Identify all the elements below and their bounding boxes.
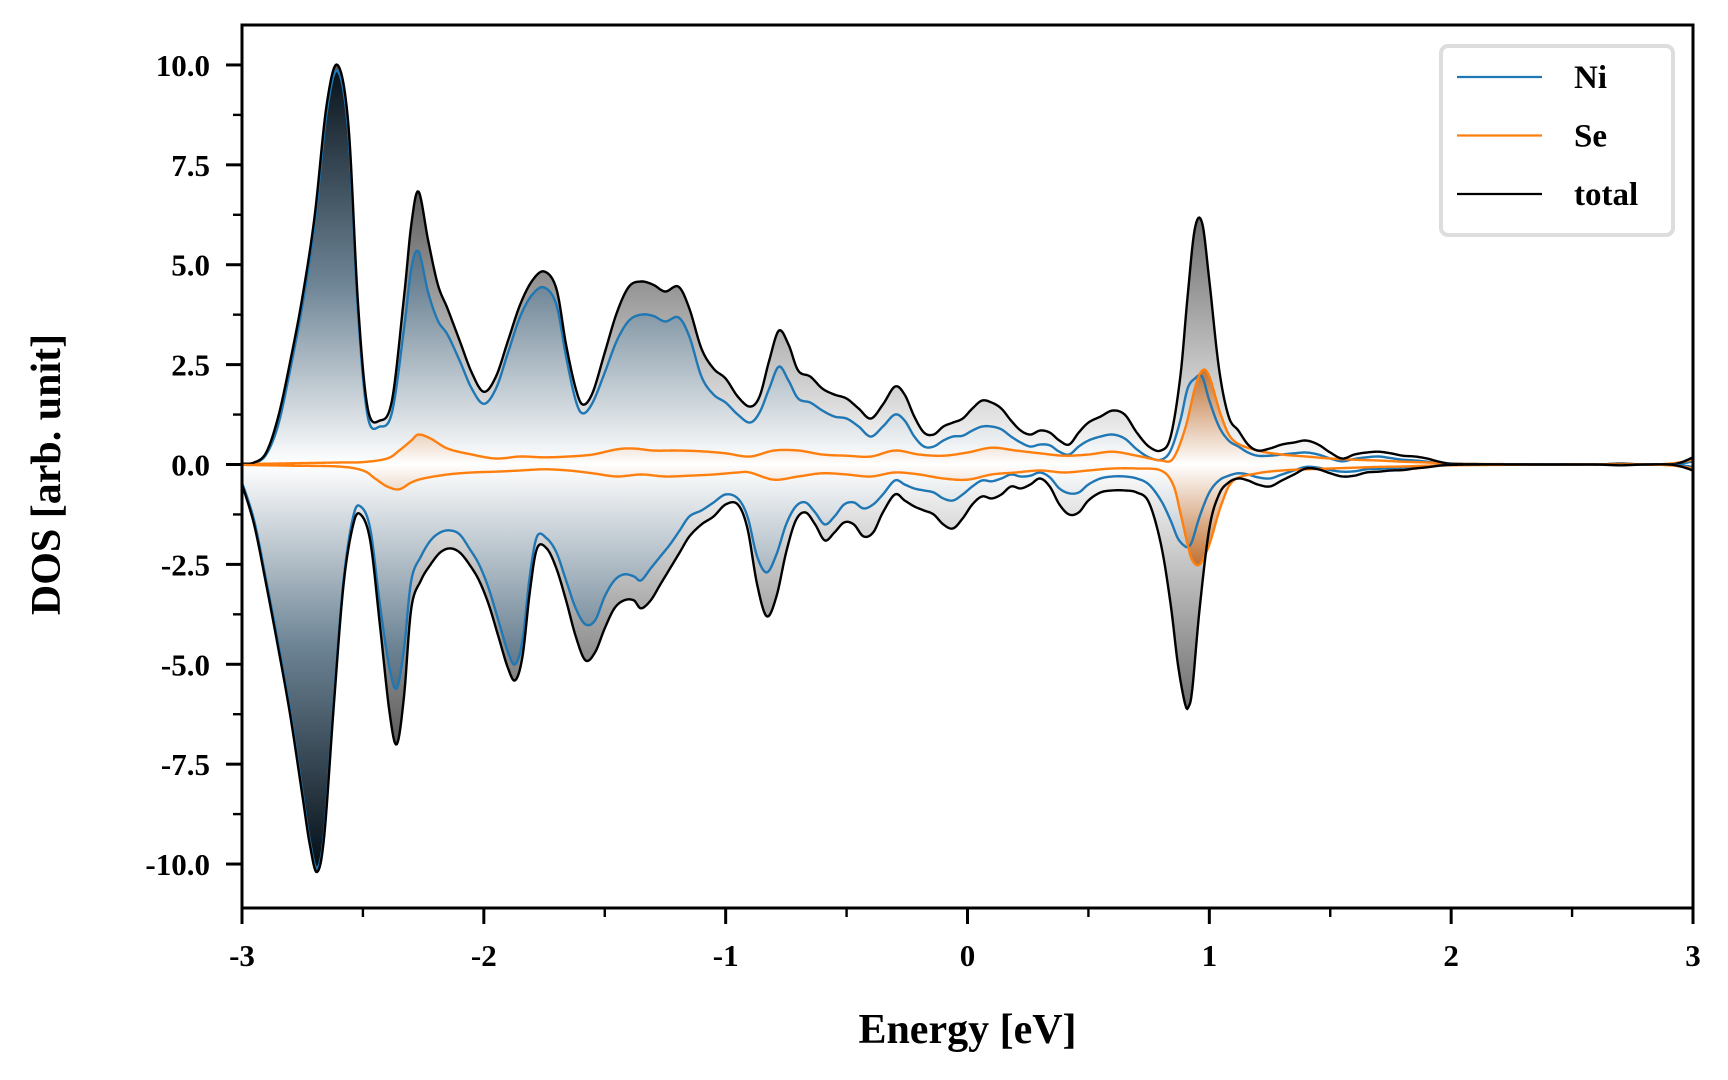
x-tick-label: -2 [471, 938, 497, 973]
y-tick-label: -10.0 [145, 847, 210, 882]
total-line-up [242, 63, 1693, 466]
legend: Ni Se total [1439, 44, 1675, 237]
x-tick-label: -1 [713, 938, 739, 973]
x-tick-label: 0 [960, 938, 976, 973]
y-tick-label: -2.5 [161, 547, 210, 582]
y-tick-label: -5.0 [161, 647, 210, 682]
y-tick-label: 2.5 [171, 348, 210, 383]
y-tick-label: 5.0 [171, 248, 210, 283]
y-axis-label: DOS [arb. unit] [24, 334, 70, 615]
legend-label-se: Se [1574, 119, 1607, 155]
x-tick-label: 2 [1443, 938, 1459, 973]
x-tick-label: 3 [1685, 938, 1701, 973]
y-tick-label: 7.5 [171, 148, 210, 183]
legend-label-total: total [1574, 177, 1638, 213]
x-axis-label: Energy [eV] [858, 1007, 1076, 1053]
total-line-down [242, 463, 1693, 874]
total-ni-gap-fill-up [242, 64, 1693, 465]
y-tick-label: 10.0 [156, 48, 210, 83]
y-tick-label: 0.0 [171, 448, 210, 483]
y-axis: -10.0 -7.5 -5.0 -2.5 0.0 2.5 5.0 7.5 10.0 [145, 48, 242, 882]
se-area-fill-down [242, 464, 1693, 566]
x-tick-label: -3 [229, 938, 255, 973]
ni-area-fill-down [242, 464, 1693, 869]
legend-label-ni: Ni [1574, 60, 1607, 96]
legend-box [1439, 44, 1675, 237]
x-axis: -3 -2 -1 0 1 2 3 [229, 908, 1701, 973]
x-tick-label: 1 [1202, 938, 1218, 973]
plot-area [242, 63, 1693, 874]
y-tick-label: -7.5 [161, 747, 210, 782]
series-lines [242, 63, 1693, 874]
